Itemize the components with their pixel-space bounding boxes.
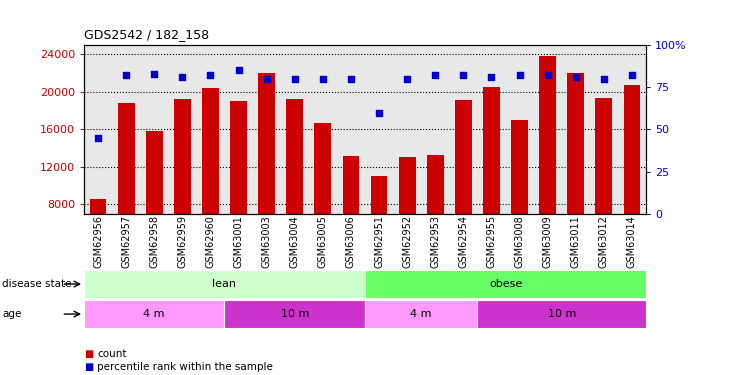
Text: 10 m: 10 m xyxy=(548,309,576,319)
Text: GDS2542 / 182_158: GDS2542 / 182_158 xyxy=(84,28,209,41)
Bar xyxy=(118,103,134,279)
Bar xyxy=(342,156,359,279)
Bar xyxy=(596,98,612,279)
Bar xyxy=(427,154,444,279)
Bar xyxy=(567,73,584,279)
Point xyxy=(485,74,497,80)
Point xyxy=(402,76,413,82)
Bar xyxy=(477,300,646,328)
Bar xyxy=(90,199,107,279)
Text: 10 m: 10 m xyxy=(280,309,309,319)
Text: obese: obese xyxy=(489,279,522,289)
Point xyxy=(626,72,638,78)
Bar xyxy=(511,120,528,279)
Point xyxy=(373,110,385,116)
Bar xyxy=(483,87,500,279)
Bar xyxy=(84,270,365,298)
Bar xyxy=(623,86,640,279)
Point xyxy=(233,68,245,74)
Bar xyxy=(315,123,331,279)
Point xyxy=(204,72,216,78)
Bar xyxy=(455,100,472,279)
Bar xyxy=(146,131,163,279)
Point xyxy=(92,135,104,141)
Text: 4 m: 4 m xyxy=(410,309,432,319)
Text: 4 m: 4 m xyxy=(144,309,165,319)
Point xyxy=(177,74,188,80)
Bar xyxy=(224,300,365,328)
Bar xyxy=(539,56,556,279)
Point xyxy=(542,72,553,78)
Text: lean: lean xyxy=(212,279,237,289)
Bar xyxy=(365,300,477,328)
Point xyxy=(458,72,469,78)
Text: disease state: disease state xyxy=(2,279,72,289)
Bar xyxy=(399,157,415,279)
Point xyxy=(514,72,526,78)
Text: count: count xyxy=(97,350,126,359)
Point xyxy=(345,76,357,82)
Point xyxy=(570,74,582,80)
Bar xyxy=(174,99,191,279)
Point xyxy=(261,76,272,82)
Bar xyxy=(230,101,247,279)
Text: ■: ■ xyxy=(84,362,93,372)
Point xyxy=(429,72,441,78)
Text: percentile rank within the sample: percentile rank within the sample xyxy=(97,362,273,372)
Point xyxy=(598,76,610,82)
Text: age: age xyxy=(2,309,22,319)
Bar xyxy=(202,88,219,279)
Text: ■: ■ xyxy=(84,350,93,359)
Bar xyxy=(258,73,275,279)
Bar xyxy=(286,99,303,279)
Point xyxy=(289,76,301,82)
Point xyxy=(317,76,328,82)
Point xyxy=(148,70,160,77)
Bar xyxy=(84,300,224,328)
Bar xyxy=(365,270,646,298)
Point xyxy=(120,72,132,78)
Bar xyxy=(371,176,388,279)
